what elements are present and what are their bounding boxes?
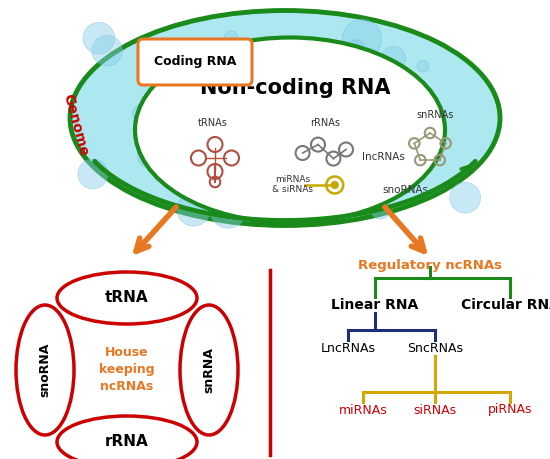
Text: Regulatory ncRNAs: Regulatory ncRNAs — [358, 258, 502, 272]
Text: Coding RNA: Coding RNA — [154, 56, 236, 68]
Circle shape — [83, 22, 115, 54]
Circle shape — [397, 127, 429, 160]
Circle shape — [334, 88, 368, 123]
Ellipse shape — [57, 272, 197, 324]
Text: snRNAs: snRNAs — [416, 110, 454, 120]
Circle shape — [450, 182, 481, 213]
Ellipse shape — [135, 38, 445, 223]
Text: snoRNAs: snoRNAs — [382, 185, 428, 195]
Text: rRNAs: rRNAs — [310, 118, 340, 128]
Circle shape — [210, 191, 246, 228]
Text: rRNA: rRNA — [105, 435, 149, 449]
Circle shape — [337, 99, 364, 126]
Circle shape — [138, 145, 161, 168]
Text: House
keeping
ncRNAs: House keeping ncRNAs — [99, 347, 155, 393]
Circle shape — [371, 199, 390, 219]
Circle shape — [257, 39, 283, 64]
Circle shape — [92, 35, 122, 66]
Circle shape — [224, 65, 253, 94]
Text: snRNA: snRNA — [202, 347, 216, 393]
Circle shape — [380, 167, 394, 181]
Circle shape — [382, 46, 405, 70]
Circle shape — [185, 63, 214, 93]
Text: SncRNAs: SncRNAs — [407, 341, 463, 354]
Circle shape — [241, 172, 256, 187]
Circle shape — [394, 87, 413, 106]
Circle shape — [78, 159, 108, 189]
Text: tRNA: tRNA — [105, 291, 149, 306]
Text: LncRNAs: LncRNAs — [321, 341, 376, 354]
Ellipse shape — [180, 305, 238, 435]
Circle shape — [375, 131, 402, 157]
Text: Linear RNA: Linear RNA — [331, 298, 419, 312]
Text: Genome: Genome — [60, 92, 90, 158]
Circle shape — [342, 19, 382, 58]
Circle shape — [417, 60, 428, 72]
Circle shape — [292, 158, 322, 188]
Text: siRNAs: siRNAs — [414, 403, 456, 416]
Circle shape — [173, 123, 185, 134]
Circle shape — [132, 105, 149, 122]
Ellipse shape — [70, 11, 500, 225]
Text: snoRNA: snoRNA — [39, 343, 52, 397]
Circle shape — [331, 182, 338, 188]
Circle shape — [353, 161, 377, 185]
FancyBboxPatch shape — [138, 39, 252, 85]
Text: Non-coding RNA: Non-coding RNA — [200, 78, 390, 98]
Circle shape — [329, 169, 353, 193]
Circle shape — [227, 104, 243, 120]
Ellipse shape — [16, 305, 74, 435]
Text: miRNAs
& siRNAs: miRNAs & siRNAs — [272, 175, 314, 195]
Circle shape — [249, 51, 272, 73]
Text: tRNAs: tRNAs — [198, 118, 228, 128]
Text: piRNAs: piRNAs — [488, 403, 532, 416]
Circle shape — [247, 74, 284, 112]
Ellipse shape — [57, 416, 197, 459]
Circle shape — [345, 64, 381, 99]
Circle shape — [374, 88, 410, 124]
Circle shape — [224, 31, 238, 45]
Circle shape — [348, 40, 364, 56]
Text: miRNAs: miRNAs — [339, 403, 387, 416]
Text: lncRNAs: lncRNAs — [361, 152, 404, 162]
Text: Circular RNA: Circular RNA — [460, 298, 550, 312]
Circle shape — [302, 74, 313, 85]
Circle shape — [177, 193, 210, 226]
Circle shape — [305, 41, 318, 55]
